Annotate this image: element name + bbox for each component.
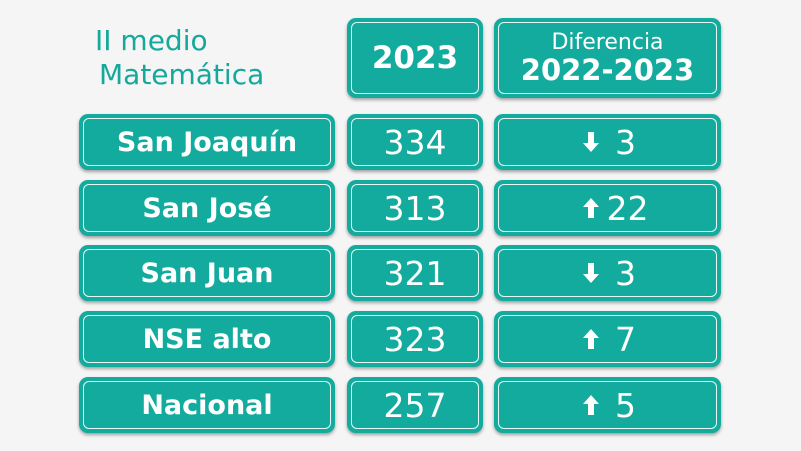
row-diff-text: 7	[615, 319, 636, 359]
header-difference-years: 2022-2023	[520, 52, 695, 87]
row-label-text: San Juan	[140, 257, 274, 289]
row-score-nse-alto: 323	[347, 311, 483, 367]
header-difference: Diferencia 2022-2023	[494, 18, 721, 98]
arrow-up-icon	[579, 393, 603, 417]
row-score-text: 321	[383, 253, 447, 293]
title-line-2: Matemática	[99, 58, 265, 91]
row-diff-text: 3	[615, 122, 636, 162]
row-score-text: 323	[383, 319, 447, 359]
row-score-san-joaquin: 334	[347, 114, 483, 170]
arrow-down-icon	[579, 130, 603, 154]
row-label-san-jose: San José	[79, 180, 335, 236]
row-diff-text: 22	[606, 188, 649, 228]
row-label-san-juan: San Juan	[79, 245, 335, 301]
page-title: II medio Matemática	[95, 24, 264, 92]
row-diff-san-jose: 22	[494, 180, 721, 236]
row-score-san-jose: 313	[347, 180, 483, 236]
row-score-text: 313	[383, 188, 447, 228]
row-label-nacional: Nacional	[79, 377, 335, 433]
row-score-text: 257	[383, 385, 447, 425]
header-year-label: 2023	[371, 40, 459, 76]
arrow-down-icon	[579, 261, 603, 285]
row-diff-san-joaquin: 3	[494, 114, 721, 170]
row-score-text: 334	[383, 122, 447, 162]
row-score-nacional: 257	[347, 377, 483, 433]
row-label-text: San Joaquín	[116, 126, 298, 158]
title-line-1: II medio	[95, 24, 208, 57]
arrow-up-icon	[579, 196, 603, 220]
row-label-text: San José	[142, 192, 272, 224]
row-diff-san-juan: 3	[494, 245, 721, 301]
row-diff-text: 5	[615, 385, 636, 425]
row-diff-text: 3	[615, 253, 636, 293]
row-label-text: Nacional	[141, 389, 273, 421]
row-label-san-joaquin: San Joaquín	[79, 114, 335, 170]
row-label-nse-alto: NSE alto	[79, 311, 335, 367]
row-score-san-juan: 321	[347, 245, 483, 301]
header-difference-label: Diferencia	[551, 29, 664, 55]
row-diff-nacional: 5	[494, 377, 721, 433]
row-label-text: NSE alto	[142, 323, 272, 355]
row-diff-nse-alto: 7	[494, 311, 721, 367]
arrow-up-icon	[579, 327, 603, 351]
header-year: 2023	[347, 18, 483, 98]
